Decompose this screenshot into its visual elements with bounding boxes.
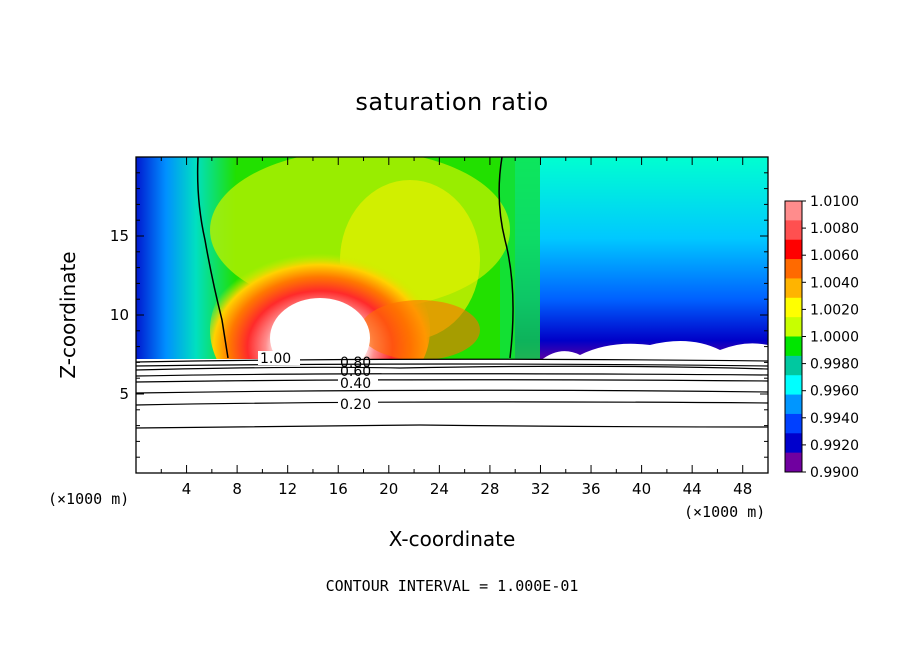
field-fill	[136, 157, 768, 473]
x-tick-label: 44	[683, 480, 702, 498]
colorbar-swatch	[785, 278, 802, 299]
contour-1.00-right	[498, 156, 514, 359]
colorbar: 1.0100 1.0080 1.0060 1.0040 1.0020 1.0000 0.99…	[784, 194, 859, 481]
contour-label-4: 0.40	[340, 376, 371, 392]
y-tick-label: 10	[110, 306, 129, 324]
x-tick-label: 4	[182, 480, 192, 498]
x-tick-label: 36	[581, 480, 600, 498]
x-tick-label: 8	[232, 480, 242, 498]
y-tick-label: 15	[110, 227, 129, 245]
x-tick-label: 24	[430, 480, 449, 498]
colorbar-label: 1.0100	[810, 194, 859, 210]
y-tick-label: 5	[119, 385, 129, 403]
colorbar-label: 1.0000	[810, 330, 859, 346]
y-axis: 5 10 15	[110, 172, 768, 458]
x-axis-label: X-coordinate	[388, 527, 516, 551]
colorbar-swatch	[785, 297, 802, 318]
colorbar-label: 0.9900	[810, 465, 859, 481]
colorbar-swatch	[785, 413, 802, 434]
colorbar-swatch	[785, 317, 802, 337]
y-axis-label: Z-coordinate	[56, 251, 80, 379]
colorbar-label: 0.9960	[810, 384, 859, 400]
x-tick-label: 40	[632, 480, 651, 498]
x-units-right: (×1000 m)	[684, 503, 766, 521]
colorbar-swatch	[785, 336, 802, 357]
colorbar-swatch	[785, 220, 802, 241]
contour-label-1: 1.00	[260, 351, 291, 367]
colorbar-label: 1.0080	[810, 221, 859, 237]
colorbar-swatch	[785, 239, 802, 260]
colorbar-swatch	[785, 394, 802, 415]
colorbar-label: 0.9980	[810, 357, 859, 373]
x-tick-label: 16	[329, 480, 348, 498]
contour-lines	[135, 358, 769, 429]
x-axis: 4 8 12 16 20 24 28 32 36 40 44 48	[160, 157, 769, 498]
contour-label-2: 0.80	[340, 355, 371, 371]
x-tick-label: 12	[278, 480, 297, 498]
x-tick-label: 20	[379, 480, 398, 498]
contour-1.00-left	[196, 156, 229, 359]
x-tick-label: 32	[531, 480, 550, 498]
colorbar-swatch	[785, 355, 802, 376]
contour-interval: CONTOUR INTERVAL = 1.000E-01	[325, 577, 579, 595]
colorbar-label: 0.9940	[810, 411, 859, 427]
colorbar-swatch	[785, 201, 802, 221]
x-tick-label: 48	[733, 480, 752, 498]
colorbar-swatch	[785, 452, 802, 473]
colorbar-swatch	[785, 375, 802, 396]
colorbar-label: 0.9920	[810, 438, 859, 454]
x-units-left: (×1000 m)	[48, 490, 130, 508]
colorbar-swatch	[785, 259, 802, 279]
contour-label-5: 0.20	[340, 397, 371, 413]
colorbar-label: 1.0060	[810, 248, 859, 264]
colorbar-label: 1.0040	[810, 275, 859, 291]
colorbar-label: 1.0020	[810, 302, 859, 318]
chart-title: saturation ratio	[355, 88, 549, 116]
x-tick-label: 28	[480, 480, 499, 498]
colorbar-swatch	[785, 433, 802, 454]
